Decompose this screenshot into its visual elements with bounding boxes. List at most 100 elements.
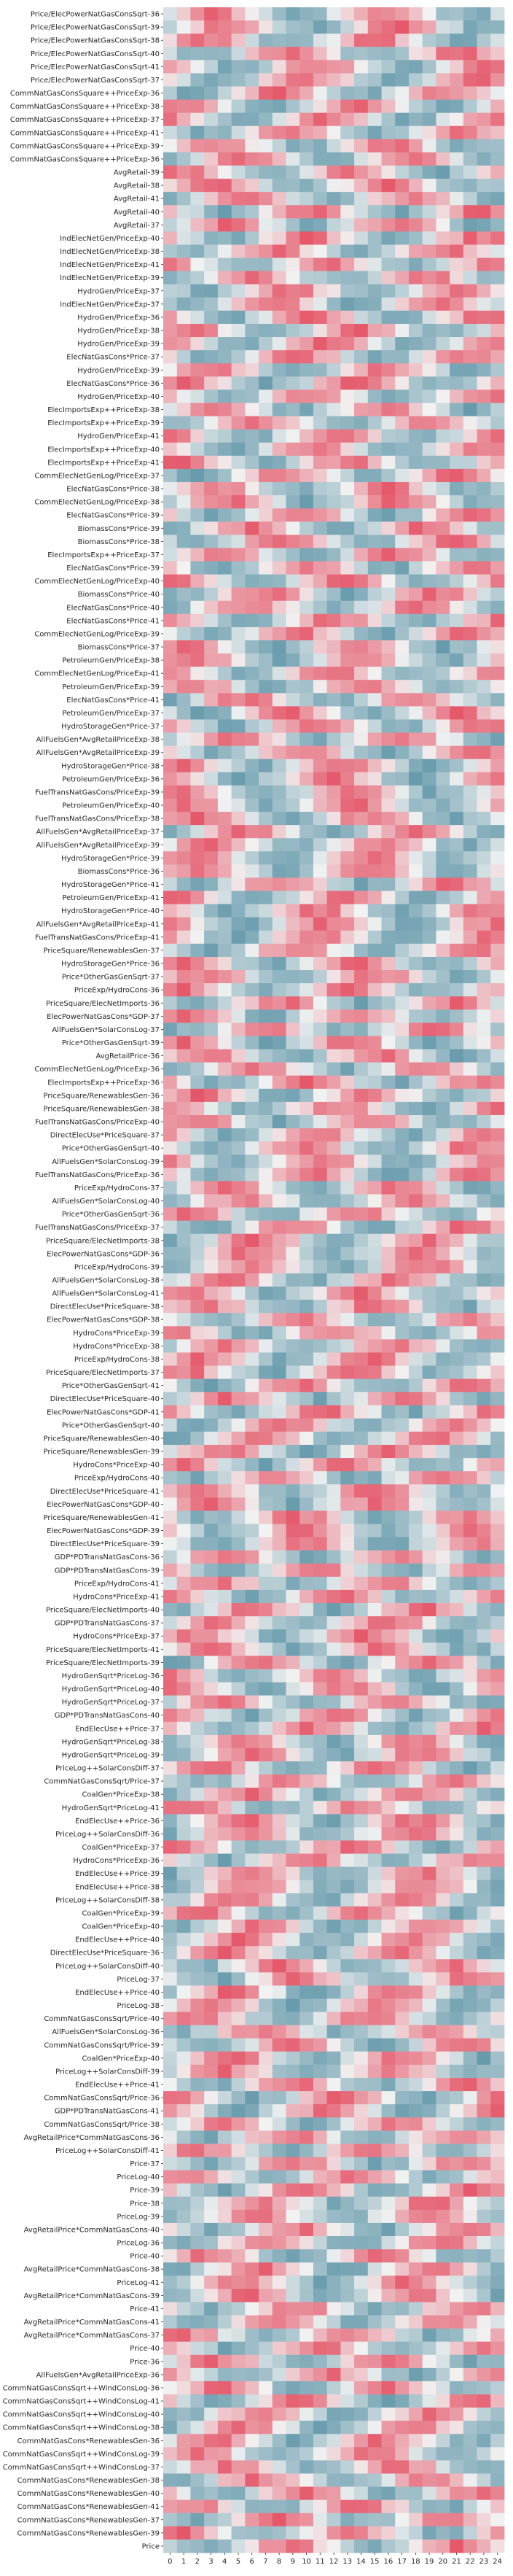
heatmap-cell (272, 904, 286, 918)
heatmap-cell (176, 2354, 191, 2369)
heatmap-cell (450, 179, 464, 193)
heatmap-cell (299, 1827, 314, 1841)
heatmap-cell (245, 2513, 259, 2527)
heatmap-cell (450, 1471, 464, 1485)
heatmap-cell (190, 2421, 205, 2435)
heatmap-cell (408, 1959, 423, 1973)
heatmap-cell (395, 904, 410, 918)
heatmap-cell (245, 125, 259, 140)
heatmap-cell (231, 1352, 246, 1366)
heatmap-cell (395, 548, 410, 562)
heatmap-cell (259, 1009, 273, 1023)
heatmap-cell (436, 1458, 450, 1472)
heatmap-cell (259, 1761, 273, 1775)
heatmap-cell (340, 2367, 355, 2382)
heatmap-cell (326, 1708, 341, 1723)
heatmap-cell (354, 1879, 369, 1894)
heatmap-cell (422, 917, 436, 931)
heatmap-cell (408, 917, 423, 931)
heatmap-cell (204, 1669, 219, 1683)
heatmap-cell (326, 2170, 341, 2184)
heatmap-cell (299, 1747, 314, 1762)
heatmap-cell (326, 1998, 341, 2012)
heatmap-cell (450, 2236, 464, 2250)
heatmap-cell (408, 812, 423, 826)
heatmap-cell (259, 535, 273, 548)
heatmap-cell (450, 1458, 464, 1472)
heatmap-cell (176, 508, 191, 522)
heatmap-cell (408, 2486, 423, 2501)
heatmap-cell (354, 1300, 369, 1314)
heatmap-cell (477, 1616, 491, 1630)
heatmap-cell (340, 481, 355, 496)
heatmap-cell (450, 47, 464, 61)
heatmap-cell (354, 231, 369, 245)
heatmap-cell (163, 2170, 178, 2184)
heatmap-cell (450, 1721, 464, 1736)
heatmap-cell (367, 798, 382, 812)
heatmap-cell (299, 1088, 314, 1103)
heatmap-cell (354, 2157, 369, 2170)
heatmap-cell (176, 2499, 191, 2514)
heatmap-cell (490, 1365, 505, 1380)
heatmap-cell (477, 179, 491, 193)
heatmap-cell (354, 323, 369, 338)
heatmap-cell (463, 1682, 477, 1696)
heatmap-cell (176, 1721, 191, 1736)
heatmap-cell (286, 1985, 300, 1999)
heatmap-cell (408, 165, 423, 179)
heatmap-cell (340, 2025, 355, 2039)
heatmap-cell (231, 1669, 246, 1683)
heatmap-cell (340, 1246, 355, 1261)
heatmap-cell (381, 759, 396, 773)
heatmap-cell (395, 34, 410, 47)
heatmap-cell (204, 429, 219, 443)
heatmap-cell (463, 416, 477, 430)
heatmap-cell (176, 2209, 191, 2224)
heatmap-cell (436, 1695, 450, 1710)
heatmap-cell (272, 1669, 286, 1683)
heatmap-cell (176, 653, 191, 667)
heatmap-cell (354, 1708, 369, 1723)
heatmap-cell (436, 376, 450, 390)
heatmap-cell (422, 825, 436, 839)
heatmap-cell (477, 653, 491, 667)
heatmap-cell (245, 271, 259, 285)
heatmap-cell (367, 139, 382, 153)
heatmap-cell (326, 389, 341, 403)
heatmap-cell (204, 2051, 219, 2065)
heatmap-cell (163, 917, 178, 931)
heatmap-cell (436, 2144, 450, 2157)
heatmap-cell (490, 350, 505, 364)
heatmap-cell (477, 2539, 491, 2553)
heatmap-cell (231, 442, 246, 457)
heatmap-cell (163, 481, 178, 496)
heatmap-cell (395, 1853, 410, 1868)
heatmap-cell (313, 2130, 328, 2144)
heatmap-cell (259, 1313, 273, 1327)
heatmap-cell (299, 2421, 314, 2435)
heatmap-cell (450, 2011, 464, 2026)
heatmap-cell (163, 626, 178, 641)
heatmap-cell (463, 1550, 477, 1564)
heatmap-cell (367, 1629, 382, 1643)
heatmap-cell (477, 2091, 491, 2105)
heatmap-cell (354, 481, 369, 496)
heatmap-cell (450, 2539, 464, 2553)
heatmap-cell (463, 1946, 477, 1960)
heatmap-cell (422, 2051, 436, 2065)
heatmap-cell (490, 548, 505, 562)
heatmap-cell (286, 179, 300, 193)
heatmap-cell (326, 99, 341, 114)
heatmap-cell (408, 680, 423, 694)
heatmap-cell (245, 323, 259, 338)
heatmap-cell (313, 244, 328, 258)
heatmap-cell (204, 956, 219, 971)
heatmap-cell (176, 1946, 191, 1960)
heatmap-cell (326, 1273, 341, 1287)
heatmap-cell (286, 548, 300, 562)
heatmap-cell (286, 1682, 300, 1696)
heatmap-cell (286, 1814, 300, 1828)
heatmap-cell (163, 1049, 178, 1063)
heatmap-cell (163, 1260, 178, 1274)
